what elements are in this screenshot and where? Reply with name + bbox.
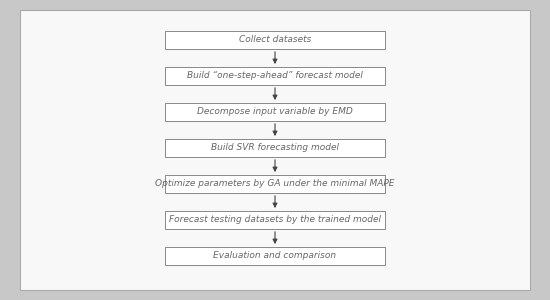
Text: Optimize parameters by GA under the minimal MAPE: Optimize parameters by GA under the mini… — [155, 179, 395, 188]
Text: Decompose input variable by EMD: Decompose input variable by EMD — [197, 107, 353, 116]
Bar — [165, 175, 385, 193]
Text: Build “one-step-ahead” forecast model: Build “one-step-ahead” forecast model — [187, 71, 363, 80]
Bar — [165, 31, 385, 49]
Bar — [165, 139, 385, 157]
Text: Build SVR forecasting model: Build SVR forecasting model — [211, 143, 339, 152]
Text: Collect datasets: Collect datasets — [239, 35, 311, 44]
Bar — [165, 103, 385, 121]
Bar — [165, 67, 385, 85]
Text: Evaluation and comparison: Evaluation and comparison — [213, 251, 337, 260]
Bar — [165, 247, 385, 265]
Text: Forecast testing datasets by the trained model: Forecast testing datasets by the trained… — [169, 215, 381, 224]
Bar — [165, 211, 385, 229]
